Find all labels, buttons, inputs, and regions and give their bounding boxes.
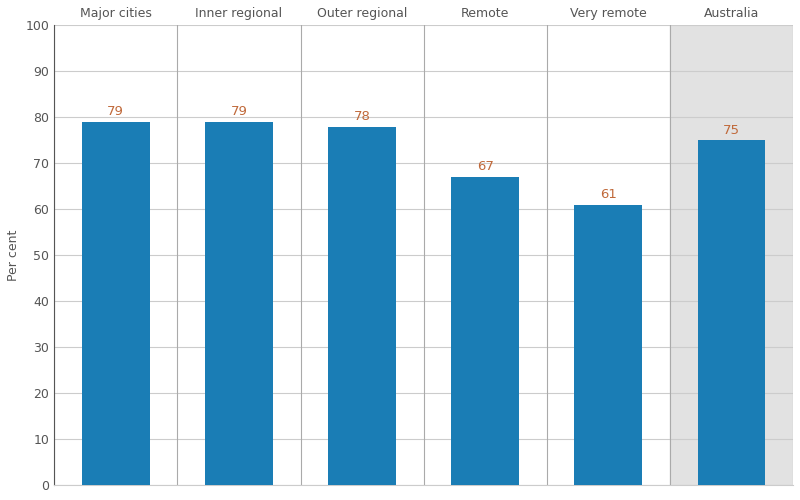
Bar bbox=[328, 126, 396, 485]
Bar bbox=[698, 140, 766, 485]
Bar bbox=[82, 122, 150, 485]
Text: 79: 79 bbox=[107, 106, 124, 118]
Text: 67: 67 bbox=[477, 160, 494, 173]
Bar bbox=[670, 26, 793, 485]
Y-axis label: Per cent: Per cent bbox=[7, 230, 20, 281]
Text: 78: 78 bbox=[354, 110, 370, 123]
Bar bbox=[451, 177, 519, 485]
Bar bbox=[574, 204, 642, 485]
Text: 61: 61 bbox=[600, 188, 617, 201]
Text: 79: 79 bbox=[230, 106, 247, 118]
Text: 75: 75 bbox=[723, 124, 740, 136]
Bar bbox=[205, 122, 273, 485]
